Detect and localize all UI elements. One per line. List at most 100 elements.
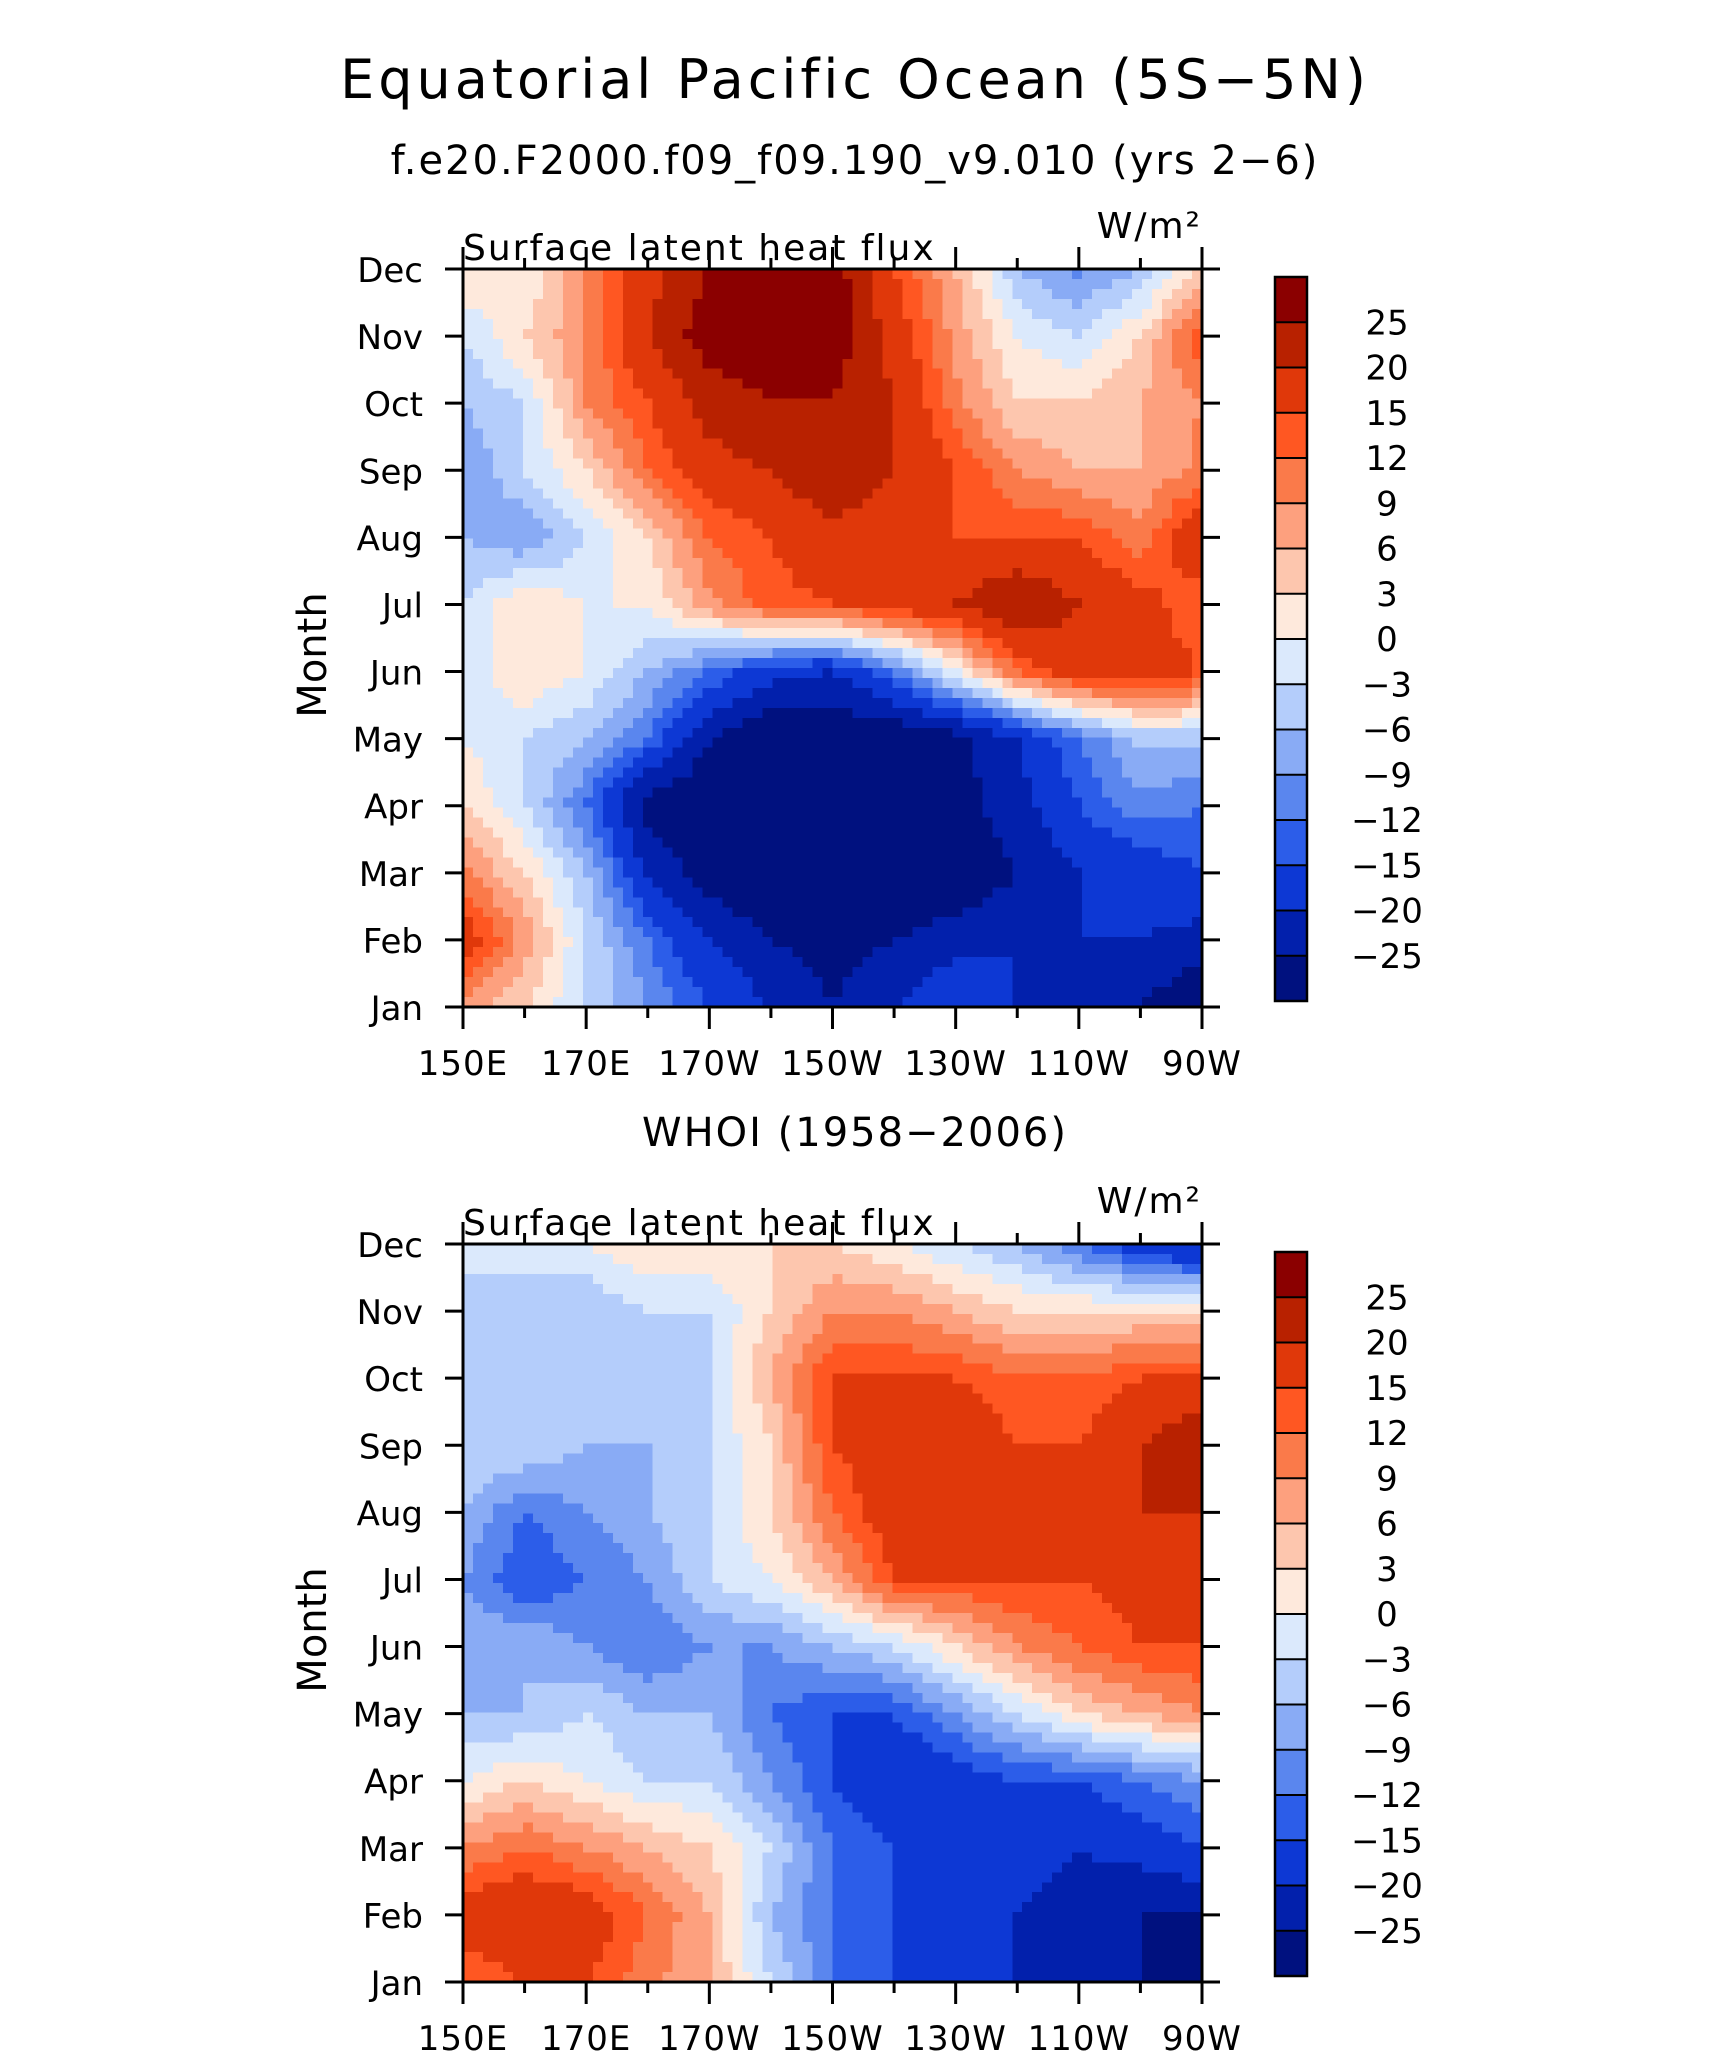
- heatmap-cell: [802, 638, 814, 649]
- heatmap-cell: [1022, 767, 1033, 779]
- heatmap-cell: [652, 398, 664, 410]
- heatmap-cell: [942, 558, 953, 569]
- heatmap-cell: [1142, 538, 1153, 549]
- heatmap-cell: [842, 807, 854, 819]
- heatmap-cell: [682, 518, 694, 529]
- heatmap-cell: [1142, 608, 1153, 619]
- heatmap-cell: [562, 558, 574, 569]
- heatmap-cell: [592, 897, 604, 908]
- heatmap-cell: [942, 358, 953, 370]
- heatmap-cell: [552, 697, 564, 709]
- heatmap-cell: [492, 797, 504, 809]
- heatmap-cell: [463, 558, 474, 569]
- heatmap-cell: [852, 777, 864, 789]
- heatmap-cell: [842, 398, 854, 410]
- heatmap-cell: [952, 777, 963, 789]
- heatmap-cell: [1172, 827, 1183, 839]
- heatmap-cell: [852, 887, 864, 898]
- heatmap-cell: [852, 907, 864, 918]
- heatmap-cell: [512, 368, 524, 380]
- heatmap-cell: [882, 498, 894, 509]
- heatmap-cell: [582, 877, 594, 888]
- heatmap-cell: [672, 269, 684, 280]
- heatmap-cell: [772, 308, 784, 320]
- heatmap-cell: [822, 707, 834, 719]
- heatmap-cell: [682, 787, 694, 799]
- heatmap-cell: [1162, 827, 1173, 839]
- heatmap-cell: [962, 817, 973, 829]
- heatmap-cell: [842, 598, 854, 609]
- heatmap-cell: [1092, 677, 1103, 689]
- heatmap-cell: [832, 398, 844, 410]
- heatmap-cell: [532, 657, 544, 669]
- heatmap-cell: [522, 388, 534, 400]
- heatmap-cell: [492, 787, 504, 799]
- heatmap-cell: [532, 917, 544, 928]
- heatmap-cell: [922, 907, 933, 918]
- heatmap-cell: [1102, 528, 1113, 539]
- heatmap-cell: [472, 418, 484, 430]
- heatmap-cell: [1142, 498, 1153, 509]
- heatmap-cell: [1042, 757, 1053, 769]
- heatmap-cell: [732, 338, 744, 350]
- heatmap-cell: [463, 937, 474, 948]
- heatmap-cell: [1002, 787, 1013, 799]
- heatmap-cell: [1012, 418, 1023, 430]
- heatmap-cell: [602, 448, 614, 460]
- heatmap-cell: [1192, 269, 1203, 280]
- heatmap-cell: [722, 687, 734, 699]
- heatmap-cell: [572, 338, 584, 350]
- heatmap-cell: [892, 448, 904, 460]
- heatmap-cell: [672, 448, 684, 460]
- heatmap-cell: [912, 438, 923, 450]
- heatmap-cell: [532, 408, 544, 420]
- heatmap-cell: [1092, 877, 1103, 888]
- heatmap-cell: [1142, 298, 1153, 310]
- heatmap-cell: [1052, 298, 1063, 310]
- heatmap-cell: [1002, 797, 1013, 809]
- heatmap-cell: [592, 458, 604, 470]
- heatmap-cell: [532, 817, 544, 829]
- heatmap-cell: [762, 428, 774, 440]
- heatmap-cell: [1182, 538, 1193, 549]
- heatmap-cell: [792, 338, 804, 350]
- heatmap-cell: [572, 727, 584, 739]
- heatmap-cell: [882, 608, 894, 619]
- heatmap-cell: [1022, 478, 1033, 489]
- heatmap-cell: [762, 438, 774, 450]
- heatmap-cell: [992, 558, 1003, 569]
- heatmap-cell: [592, 328, 604, 340]
- heatmap-cell: [912, 628, 923, 639]
- heatmap-cell: [562, 628, 574, 639]
- heatmap-cell: [1042, 787, 1053, 799]
- heatmap-cell: [1112, 638, 1123, 649]
- heatmap-cell: [472, 717, 484, 729]
- heatmap-cell: [792, 508, 804, 519]
- heatmap-cell: [492, 428, 504, 440]
- heatmap-cell: [762, 518, 774, 529]
- heatmap-cell: [622, 518, 634, 529]
- heatmap-cell: [942, 518, 953, 529]
- heatmap-cell: [542, 418, 554, 430]
- heatmap-cell: [552, 368, 564, 380]
- heatmap-cell: [642, 897, 654, 908]
- heatmap-cell: [1042, 927, 1053, 938]
- heatmap-cell: [892, 378, 904, 390]
- heatmap-cell: [1122, 278, 1133, 290]
- heatmap-cell: [772, 378, 784, 390]
- heatmap-cell: [602, 897, 614, 908]
- heatmap-cell: [682, 278, 694, 290]
- heatmap-cell: [922, 269, 933, 280]
- heatmap-cell: [582, 917, 594, 928]
- heatmap-cell: [1032, 528, 1043, 539]
- heatmap-cell: [1072, 358, 1083, 370]
- heatmap-cell: [882, 458, 894, 470]
- heatmap-cell: [892, 737, 904, 749]
- heatmap-cell: [1092, 757, 1103, 769]
- heatmap-cell: [482, 737, 494, 749]
- heatmap-cell: [692, 777, 704, 789]
- heatmap-cell: [1142, 907, 1153, 918]
- heatmap-cell: [932, 677, 943, 689]
- heatmap-cell: [822, 697, 834, 709]
- heatmap-cell: [552, 278, 564, 290]
